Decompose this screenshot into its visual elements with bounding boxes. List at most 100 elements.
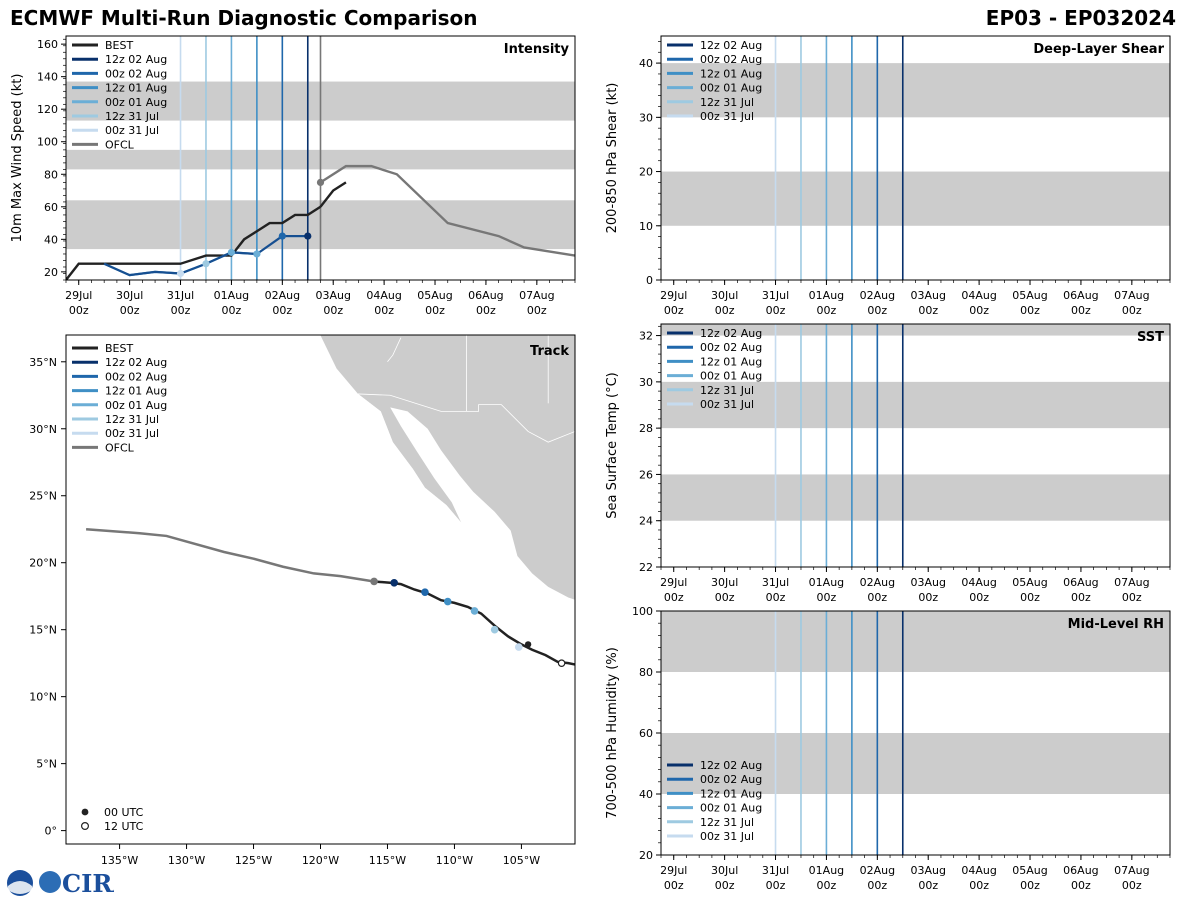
data-point xyxy=(253,250,261,258)
x-tick-label: 07Aug xyxy=(1114,576,1149,589)
x-tick-label: 00z xyxy=(374,304,394,317)
series-line xyxy=(319,181,347,208)
x-tick-label: 03Aug xyxy=(910,864,945,877)
data-point xyxy=(316,178,325,186)
cira-logo: CIRA xyxy=(7,869,114,898)
x-tick-label: 06Aug xyxy=(468,289,503,302)
y-tick-label: 0 xyxy=(646,274,653,287)
x-tick-label: 00z xyxy=(476,304,496,317)
y-tick-label: 24 xyxy=(639,515,653,528)
x-tick-label: 110°W xyxy=(436,854,473,867)
x-tick-label: 00z xyxy=(171,304,191,317)
data-point xyxy=(227,248,236,256)
x-tick-label: 00z xyxy=(918,591,938,604)
legend-label: BEST xyxy=(105,342,133,355)
series-line xyxy=(319,164,575,257)
x-tick-label: 01Aug xyxy=(809,289,844,302)
track-point xyxy=(421,588,429,596)
legend-label: 00z 01 Aug xyxy=(105,399,167,412)
panel-track: 135°W 130°W 125°W 120°W 115°W 110°W 105°W 0° 5°N… xyxy=(29,334,576,867)
x-tick-label: 00z xyxy=(1020,304,1040,317)
land-mass xyxy=(320,335,575,600)
border-line xyxy=(387,337,402,363)
legend-label: 00z 02 Aug xyxy=(700,773,762,786)
legend-label: 00z 02 Aug xyxy=(105,370,167,383)
x-tick-label: 00z xyxy=(1122,304,1142,317)
globe-icon xyxy=(39,871,61,893)
legend-label: 12z 01 Aug xyxy=(700,67,762,80)
y-tick-label: 160 xyxy=(37,38,58,51)
x-tick-label: 02Aug xyxy=(860,576,895,589)
x-tick-label: 00z xyxy=(1071,304,1091,317)
y-tick-label: 32 xyxy=(639,330,653,343)
panel-title: Intensity xyxy=(504,42,570,57)
x-tick-label: 125°W xyxy=(235,854,272,867)
y-tick-label: 30 xyxy=(639,376,653,389)
x-tick-label: 105°W xyxy=(503,854,540,867)
legend-label: 00z 02 Aug xyxy=(105,67,167,80)
x-tick-label: 00z xyxy=(69,304,89,317)
y-tick-label: 40 xyxy=(639,57,653,70)
legend-label: 12z 01 Aug xyxy=(105,82,167,95)
y-tick-label: 26 xyxy=(639,468,653,481)
legend-label: 12 UTC xyxy=(104,820,144,833)
ofcl-track-line xyxy=(85,527,375,583)
x-tick-label: 130°W xyxy=(168,854,205,867)
track-point xyxy=(470,607,479,615)
x-tick-label: 29Jul xyxy=(65,289,92,302)
track-point xyxy=(390,579,398,587)
legend-label: 00z 31 Jul xyxy=(700,110,754,123)
x-tick-label: 00z xyxy=(527,304,547,317)
legend-label: BEST xyxy=(105,39,133,52)
x-tick-label: 00z xyxy=(715,591,735,604)
y-tick-label: 100 xyxy=(632,605,653,618)
plot-area xyxy=(661,324,1170,567)
border-line xyxy=(357,393,575,443)
x-tick-label: 02Aug xyxy=(860,289,895,302)
best-point-00z xyxy=(524,641,532,648)
legend-label: 12z 01 Aug xyxy=(700,355,762,368)
legend-label: 00z 02 Aug xyxy=(700,341,762,354)
y-tick-label: 30 xyxy=(639,111,653,124)
x-tick-label: 00z xyxy=(425,304,445,317)
x-tick-label: 00z xyxy=(120,304,140,317)
data-point xyxy=(202,260,210,268)
panel-sst: 22 24 26 28 30 32 29Jul 00z 30Jul 00z 31Jul 00z 01Au… xyxy=(605,323,1171,604)
panel-title: Track xyxy=(530,344,569,359)
legend-label: 00z 01 Aug xyxy=(105,96,167,109)
x-tick-label: 00z xyxy=(766,879,786,892)
x-tick-label: 00z xyxy=(918,304,938,317)
legend-label: 12z 02 Aug xyxy=(700,39,762,52)
y-tick-label: 10 xyxy=(639,220,653,233)
x-tick-label: 30Jul xyxy=(711,576,738,589)
legend-label: 00z 31 Jul xyxy=(700,398,754,411)
y-tick-label: 140 xyxy=(37,71,58,84)
y-tick-label: 20°N xyxy=(29,557,57,570)
y-tick-label: 10°N xyxy=(29,691,57,704)
legend-label: 00z 01 Aug xyxy=(700,370,762,383)
shaded-band xyxy=(661,324,1170,336)
y-axis-label: 10m Max Wind Speed (kt) xyxy=(10,74,25,243)
x-tick-label: 31Jul xyxy=(167,289,194,302)
x-tick-label: 00z xyxy=(664,304,684,317)
x-tick-label: 02Aug xyxy=(265,289,300,302)
x-tick-label: 00z xyxy=(918,879,938,892)
x-tick-label: 31Jul xyxy=(762,289,789,302)
track-point xyxy=(370,577,378,586)
x-tick-label: 00z xyxy=(1071,879,1091,892)
x-tick-label: 00z xyxy=(715,304,735,317)
y-tick-label: 40 xyxy=(44,233,58,246)
data-point xyxy=(176,269,185,278)
legend-label: 12z 31 Jul xyxy=(700,96,754,109)
x-tick-label: 30Jul xyxy=(711,864,738,877)
x-tick-label: 05Aug xyxy=(1012,576,1047,589)
legend-label: 00 UTC xyxy=(104,806,144,819)
y-tick-label: 40 xyxy=(639,788,653,801)
x-tick-label: 00z xyxy=(867,879,887,892)
x-tick-label: 04Aug xyxy=(961,289,996,302)
x-tick-label: 00z xyxy=(1122,591,1142,604)
x-tick-label: 00z xyxy=(664,879,684,892)
